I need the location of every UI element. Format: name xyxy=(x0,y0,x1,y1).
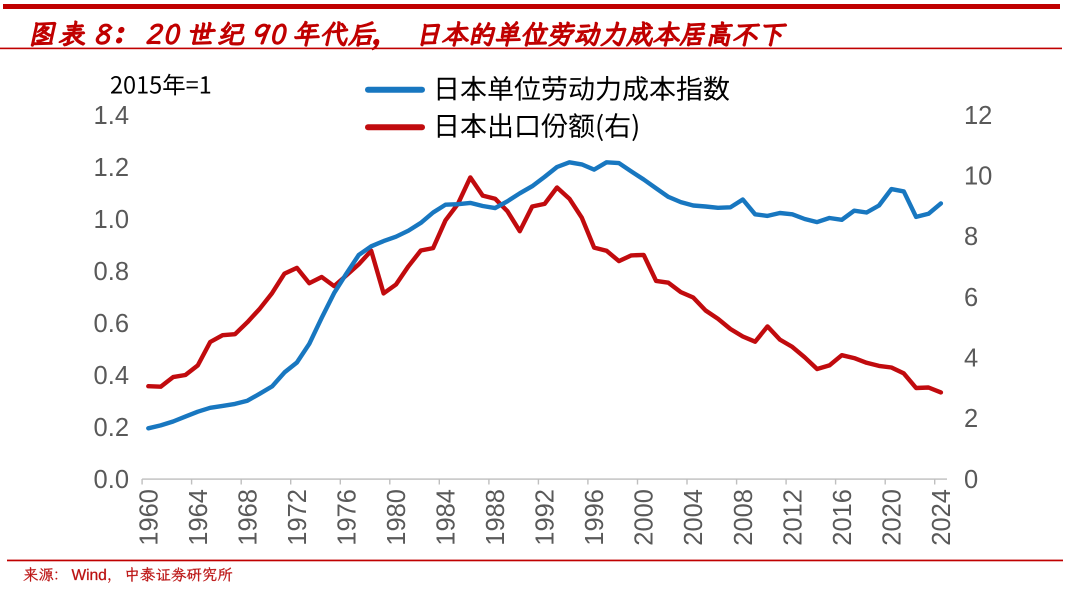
svg-text:1988: 1988 xyxy=(482,489,510,546)
svg-text:1.0: 1.0 xyxy=(94,206,129,234)
svg-text:4: 4 xyxy=(964,345,978,373)
svg-text:2008: 2008 xyxy=(730,489,758,546)
svg-text:1.4: 1.4 xyxy=(94,102,129,130)
svg-text:0.0: 0.0 xyxy=(94,466,129,494)
svg-text:1980: 1980 xyxy=(383,489,411,546)
svg-text:1976: 1976 xyxy=(333,489,361,546)
svg-text:2024: 2024 xyxy=(928,489,956,546)
svg-text:10: 10 xyxy=(964,163,992,191)
svg-text:1984: 1984 xyxy=(433,489,461,546)
svg-text:8: 8 xyxy=(964,223,978,251)
svg-text:1964: 1964 xyxy=(185,489,213,546)
svg-text:0.2: 0.2 xyxy=(94,414,129,442)
svg-text:2: 2 xyxy=(964,405,978,433)
svg-text:1996: 1996 xyxy=(581,489,609,546)
svg-text:0.4: 0.4 xyxy=(94,362,129,390)
svg-text:2012: 2012 xyxy=(779,489,807,546)
svg-text:2004: 2004 xyxy=(680,489,708,546)
svg-text:1992: 1992 xyxy=(532,489,560,546)
svg-text:12: 12 xyxy=(964,102,992,130)
svg-text:1960: 1960 xyxy=(135,489,163,546)
svg-text:1.2: 1.2 xyxy=(94,154,129,182)
svg-text:1972: 1972 xyxy=(284,489,312,546)
svg-text:2020: 2020 xyxy=(878,489,906,546)
svg-text:0.6: 0.6 xyxy=(94,310,129,338)
svg-text:2000: 2000 xyxy=(631,489,659,546)
svg-text:2016: 2016 xyxy=(829,489,857,546)
svg-text:6: 6 xyxy=(964,284,978,312)
svg-text:0.8: 0.8 xyxy=(94,258,129,286)
svg-text:1968: 1968 xyxy=(234,489,262,546)
svg-text:0: 0 xyxy=(964,466,978,494)
